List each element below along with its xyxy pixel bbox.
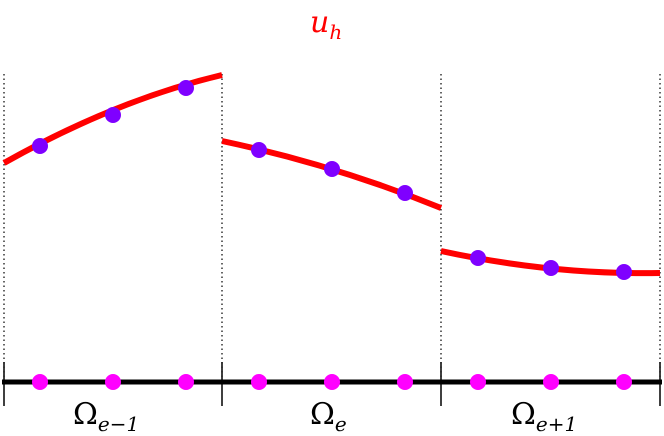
solution-node [543, 260, 559, 276]
solution-node [251, 142, 267, 158]
solution-node [32, 138, 48, 154]
solution-node [397, 185, 413, 201]
mesh-node [543, 374, 559, 390]
mesh-node [616, 374, 632, 390]
mesh-node [324, 374, 340, 390]
element-label-e-minus-1: Ωe−1 [73, 397, 139, 436]
solution-label: uh [310, 5, 342, 44]
solution-node [616, 264, 632, 280]
solution-node [178, 80, 194, 96]
solution-label-symbol: u [310, 5, 329, 40]
element-label-subscript: e−1 [98, 412, 139, 436]
mesh-node [105, 374, 121, 390]
element-label-e: Ωe [310, 397, 347, 436]
mesh-node [470, 374, 486, 390]
solution-node [105, 107, 121, 123]
element-label-subscript: e+1 [536, 412, 577, 436]
element-boundaries [3, 74, 661, 382]
mesh-ticks [3, 362, 661, 406]
element-label-symbol: Ω [310, 397, 335, 432]
element-label-symbol: Ω [511, 397, 536, 432]
solution-node [324, 161, 340, 177]
element-label-symbol: Ω [73, 397, 98, 432]
solution-node [470, 250, 486, 266]
mesh-nodes [32, 374, 632, 390]
solution-nodes [32, 80, 632, 280]
solution-label-subscript: h [329, 20, 342, 44]
mesh-node [32, 374, 48, 390]
mesh-node [397, 374, 413, 390]
mesh-node [251, 374, 267, 390]
element-label-e-plus-1: Ωe+1 [511, 397, 577, 436]
mesh-node [178, 374, 194, 390]
element-label-subscript: e [335, 412, 347, 436]
